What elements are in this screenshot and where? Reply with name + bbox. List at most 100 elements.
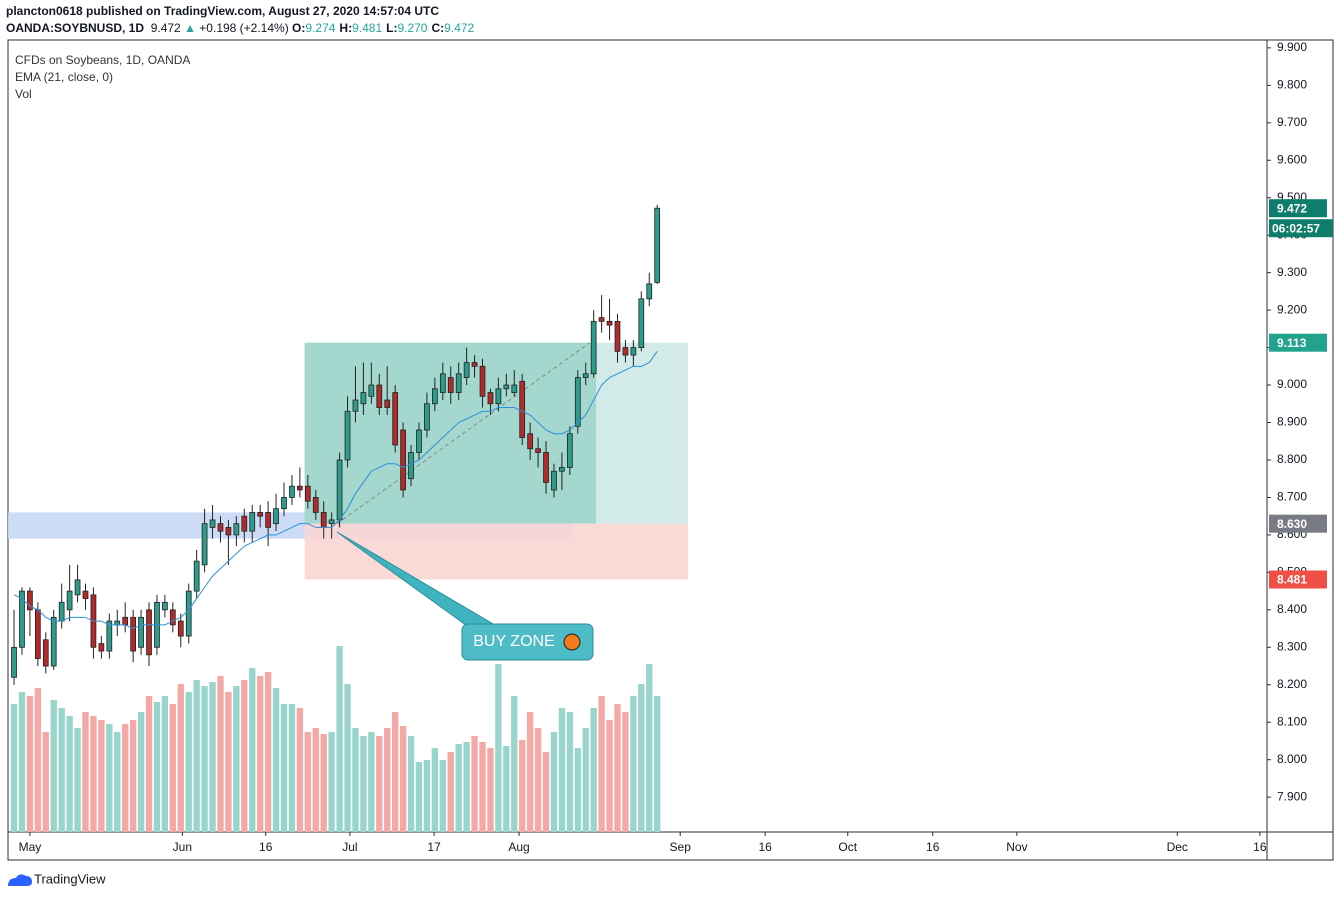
volume-bar — [630, 696, 637, 832]
volume-bar — [590, 708, 597, 832]
volume-bar — [654, 696, 661, 832]
candle-body — [289, 485, 295, 498]
volume-bar — [622, 712, 629, 832]
ohlc-key: L: — [386, 21, 398, 35]
volume-bar — [66, 716, 73, 832]
candle-body — [654, 207, 661, 283]
x-tick-label: 16 — [1253, 840, 1267, 854]
volume-bar — [169, 704, 177, 832]
candle-body — [352, 399, 359, 412]
logo: TradingView — [8, 871, 106, 886]
candle-body — [598, 317, 605, 322]
candle-body — [590, 320, 597, 375]
ohlc-key: C: — [431, 21, 445, 35]
volume-bar — [511, 696, 518, 832]
candle-body — [249, 512, 256, 532]
change: +0.198 (+2.14%) — [199, 21, 289, 35]
candle-body — [34, 609, 41, 659]
volume-bar — [264, 672, 272, 832]
candle-body — [169, 609, 176, 626]
candle-body — [114, 620, 121, 626]
ema-line — [13, 351, 658, 630]
candle-body — [138, 616, 144, 648]
candle-body — [281, 497, 287, 510]
volume-bar — [598, 696, 605, 832]
candle-body — [519, 380, 526, 438]
volume-bar — [177, 684, 184, 832]
candle-body — [559, 467, 565, 472]
candle-body — [66, 590, 73, 611]
candle-body — [606, 320, 613, 326]
candle-body — [336, 459, 343, 521]
y-tick-label: 8.100 — [1277, 714, 1307, 728]
volume-bar — [415, 762, 423, 832]
volume-bar — [503, 746, 510, 832]
volume-bar — [82, 712, 89, 832]
callout[interactable]: BUY ZONE — [336, 531, 594, 661]
volume-bar — [10, 704, 18, 832]
price-label: 8.481 — [1277, 573, 1307, 587]
volume-bar — [233, 686, 240, 832]
volume-bar — [495, 664, 502, 832]
trend-line — [336, 342, 590, 525]
candle-body — [304, 485, 311, 502]
candle-body — [368, 384, 375, 397]
candle-body — [122, 616, 129, 626]
volume-bar — [439, 760, 446, 832]
candle-body — [495, 388, 502, 405]
candle-body — [566, 433, 573, 468]
y-tick-label: 8.900 — [1277, 415, 1307, 429]
zone — [304, 523, 689, 580]
volume-bar — [161, 696, 169, 832]
candle-body — [265, 512, 271, 528]
y-tick-label: 8.700 — [1277, 490, 1307, 504]
candle-body — [241, 515, 248, 532]
x-tick-label: May — [19, 840, 42, 854]
volume-bar — [376, 736, 383, 832]
candle-body — [273, 508, 279, 525]
callout-box — [461, 623, 594, 661]
price-label-bg — [1269, 333, 1327, 352]
volume-bar — [328, 732, 335, 832]
x-tick-label: Oct — [838, 840, 857, 854]
x-tick-label: Dec — [1167, 840, 1188, 854]
candle-body — [487, 392, 494, 405]
candle-body — [98, 643, 105, 652]
volume-bar — [368, 732, 375, 832]
volume-bar — [50, 700, 57, 832]
volume-bar — [526, 712, 534, 832]
candle-body — [74, 579, 81, 596]
ohlc-value: 9.270 — [397, 21, 428, 35]
volume-bar — [90, 716, 97, 832]
volume-bar — [320, 734, 327, 832]
candle-body — [463, 362, 470, 378]
volume-bar — [344, 684, 351, 832]
legend-ema: EMA (21, close, 0) — [15, 70, 114, 84]
y-tick-label: 9.700 — [1277, 115, 1307, 129]
candle-body — [209, 519, 216, 528]
candle-body — [376, 384, 383, 408]
x-tick-label: Aug — [508, 840, 529, 854]
volume-bar — [487, 748, 494, 832]
ohlc: O:9.274 H:9.481 L:9.270 C:9.472 — [292, 21, 478, 35]
candle-body — [58, 601, 65, 622]
volume-bar — [129, 720, 137, 832]
volume-bar — [18, 692, 26, 832]
volume-bar — [384, 728, 391, 832]
volume-bar — [336, 646, 343, 832]
volume-bar — [114, 732, 121, 832]
candle-body — [638, 298, 645, 348]
volume-bar — [122, 724, 129, 832]
frame — [7, 39, 1334, 861]
x-tick-label: Sep — [670, 840, 692, 854]
volume-bar — [455, 744, 462, 832]
volume-bar — [638, 684, 645, 832]
volume-bar — [360, 736, 367, 832]
volume-bar — [42, 732, 49, 832]
volume-bar — [201, 686, 208, 832]
candle-body — [312, 497, 319, 513]
candle-body — [130, 616, 136, 652]
countdown: 06:02:57 — [1272, 221, 1320, 235]
x-tick-label: 16 — [259, 840, 273, 854]
candle-body — [630, 347, 637, 356]
